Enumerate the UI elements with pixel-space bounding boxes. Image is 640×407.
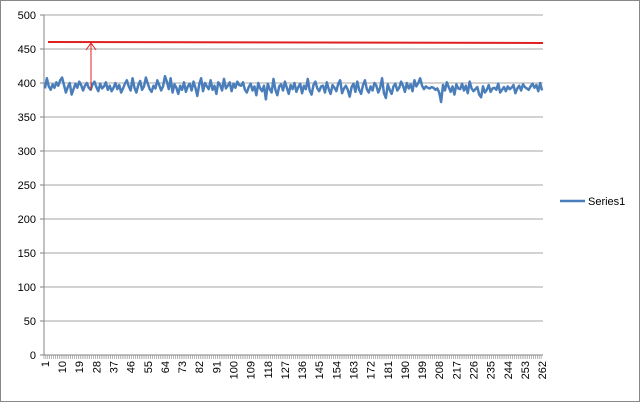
x-tick-label: 199 xyxy=(417,361,429,379)
y-tick-label: 250 xyxy=(18,180,36,192)
x-tick-label: 136 xyxy=(297,361,309,379)
y-tick-label: 450 xyxy=(18,44,36,56)
x-tick-label: 127 xyxy=(280,361,292,379)
x-tick-label: 55 xyxy=(143,361,155,373)
y-tick-label: 100 xyxy=(18,282,36,294)
y-tick-label: 200 xyxy=(18,214,36,226)
y-tick-label: 350 xyxy=(18,112,36,124)
x-tick-label: 226 xyxy=(468,361,480,379)
x-tick-label: 10 xyxy=(57,361,69,373)
x-tick-label: 145 xyxy=(314,361,326,379)
x-tick-label: 19 xyxy=(74,361,86,373)
y-tick-label: 0 xyxy=(30,350,36,362)
x-tick-label: 1 xyxy=(40,361,52,367)
x-tick-label: 100 xyxy=(229,361,241,379)
legend-label: Series1 xyxy=(588,196,625,208)
y-tick-label: 500 xyxy=(18,10,36,22)
x-tick-label: 262 xyxy=(537,361,549,379)
x-tick-label: 235 xyxy=(486,361,498,379)
x-tick-label: 46 xyxy=(126,361,138,373)
x-tick-label: 190 xyxy=(400,361,412,379)
annotation-line xyxy=(47,41,544,44)
x-tick-label: 109 xyxy=(246,361,258,379)
x-tick-label: 37 xyxy=(109,361,121,373)
x-tick-label: 28 xyxy=(91,361,103,373)
x-tick-label: 208 xyxy=(434,361,446,379)
series-line xyxy=(43,74,544,104)
x-tick-label: 154 xyxy=(331,361,343,379)
x-tick-label: 244 xyxy=(503,361,515,379)
annotation-arrowhead xyxy=(85,42,97,51)
x-tick-label: 82 xyxy=(194,361,206,373)
y-tick-label: 400 xyxy=(18,78,36,90)
y-tick-label: 50 xyxy=(24,316,36,328)
x-tick-label: 64 xyxy=(160,361,172,373)
x-tick-label: 91 xyxy=(211,361,223,373)
x-tick-label: 73 xyxy=(177,361,189,373)
x-tick-label: 217 xyxy=(451,361,463,379)
y-tick-label: 150 xyxy=(18,248,36,260)
x-tick-label: 172 xyxy=(366,361,378,379)
x-tick-label: 163 xyxy=(348,361,360,379)
x-tick-label: 181 xyxy=(383,361,395,379)
x-tick-label: 253 xyxy=(520,361,532,379)
x-tick-label: 118 xyxy=(263,361,275,379)
y-tick-label: 300 xyxy=(18,146,36,158)
